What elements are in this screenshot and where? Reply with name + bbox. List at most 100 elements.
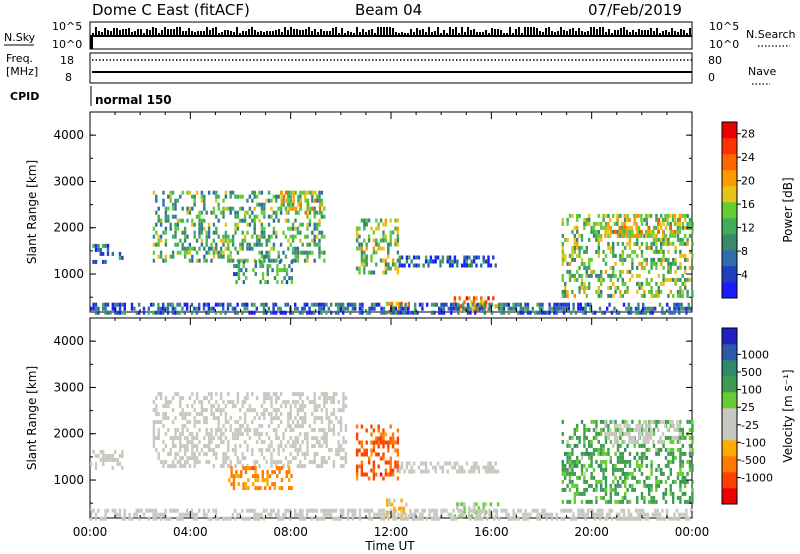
echo-cell — [268, 486, 272, 491]
echo-cell — [576, 491, 579, 496]
echo-cell — [568, 213, 572, 218]
echo-cell — [169, 464, 172, 469]
echo-cell — [337, 408, 340, 413]
echo-cell — [616, 423, 619, 428]
echo-cell — [526, 516, 530, 521]
echo-cell — [118, 508, 122, 513]
echo-cell — [628, 269, 632, 274]
echo-cell — [104, 453, 107, 458]
echo-cell — [284, 456, 288, 461]
echo-cell — [685, 516, 688, 521]
echo-cell — [313, 428, 316, 433]
echo-cell — [416, 310, 419, 315]
echo-cell — [121, 255, 124, 260]
echo-cell — [422, 461, 425, 466]
echo-cell — [215, 198, 218, 203]
echo-cell — [367, 270, 371, 275]
echo-cell — [621, 495, 624, 500]
echo-cell — [266, 482, 269, 487]
echo-cell — [368, 306, 371, 311]
echo-cell — [330, 400, 333, 405]
echo-cell — [396, 238, 400, 243]
echo-cell — [270, 508, 273, 513]
echo-cell — [645, 463, 648, 468]
nsky-spike — [176, 27, 178, 36]
echo-cell — [301, 424, 304, 429]
echo-cell — [666, 302, 669, 307]
echo-cell — [387, 460, 390, 465]
echo-cell — [313, 206, 316, 211]
echo-cell — [162, 230, 165, 235]
echo-cell — [118, 512, 122, 517]
echo-cell — [607, 241, 610, 246]
echo-cell — [400, 255, 404, 260]
echo-cell — [576, 225, 579, 230]
echo-cell — [472, 255, 476, 260]
echo-cell — [524, 508, 527, 513]
echo-cell — [282, 432, 285, 437]
echo-cell — [323, 432, 326, 437]
echo-cell — [255, 432, 259, 437]
echo-cell — [260, 222, 264, 227]
echo-cell — [623, 225, 626, 230]
echo-cell — [227, 242, 230, 247]
echo-cell — [416, 516, 419, 521]
echo-cell — [394, 218, 397, 223]
echo-cell — [652, 233, 656, 238]
echo-cell — [212, 222, 216, 227]
echo-cell — [272, 508, 275, 513]
echo-cell — [514, 302, 518, 307]
echo-cell — [686, 221, 689, 226]
echo-cell — [294, 246, 297, 251]
echo-cell — [205, 258, 208, 263]
echo-cell — [239, 432, 242, 437]
echo-cell — [645, 257, 648, 262]
echo-cell — [667, 463, 670, 468]
echo-cell — [159, 392, 163, 397]
nsky-spike — [341, 28, 343, 36]
echo-cell — [263, 396, 266, 401]
echo-cell — [339, 464, 343, 469]
echo-cell — [396, 476, 400, 481]
echo-cell — [478, 302, 482, 307]
echo-cell — [448, 259, 452, 264]
nsky-bars — [90, 27, 691, 49]
echo-cell — [318, 396, 321, 401]
echo-cell — [396, 428, 400, 433]
nsky-spike — [566, 31, 568, 36]
echo-cell — [236, 222, 240, 227]
nsky-spike — [116, 28, 118, 36]
echo-cell — [289, 310, 292, 315]
echo-cell — [640, 261, 644, 266]
echo-cell — [265, 250, 268, 255]
echo-cell — [224, 230, 228, 235]
echo-cell — [600, 431, 603, 436]
echo-cell — [207, 444, 211, 449]
echo-cell — [468, 304, 471, 309]
nsky-spike — [443, 30, 445, 36]
echo-cell — [597, 249, 600, 254]
echo-cell — [648, 499, 651, 504]
echo-cell — [393, 506, 396, 511]
echo-cell — [494, 304, 497, 309]
echo-cell — [246, 198, 249, 203]
echo-cell — [688, 427, 692, 432]
echo-cell — [655, 419, 658, 424]
echo-cell — [597, 431, 600, 436]
echo-cell — [186, 306, 189, 311]
echo-cell — [176, 218, 180, 223]
echo-cell — [688, 217, 692, 222]
colorbar-tick-label: 20 — [741, 175, 755, 188]
echo-cell — [246, 428, 249, 433]
echo-cell — [601, 512, 604, 517]
echo-cell — [652, 419, 655, 424]
echo-cell — [429, 255, 433, 260]
echo-cell — [299, 392, 302, 397]
echo-cell — [640, 443, 644, 448]
echo-cell — [638, 273, 641, 278]
echo-cell — [674, 277, 677, 282]
echo-cell — [650, 265, 653, 270]
echo-cell — [685, 310, 688, 315]
echo-cell — [681, 451, 684, 456]
echo-cell — [252, 474, 255, 479]
